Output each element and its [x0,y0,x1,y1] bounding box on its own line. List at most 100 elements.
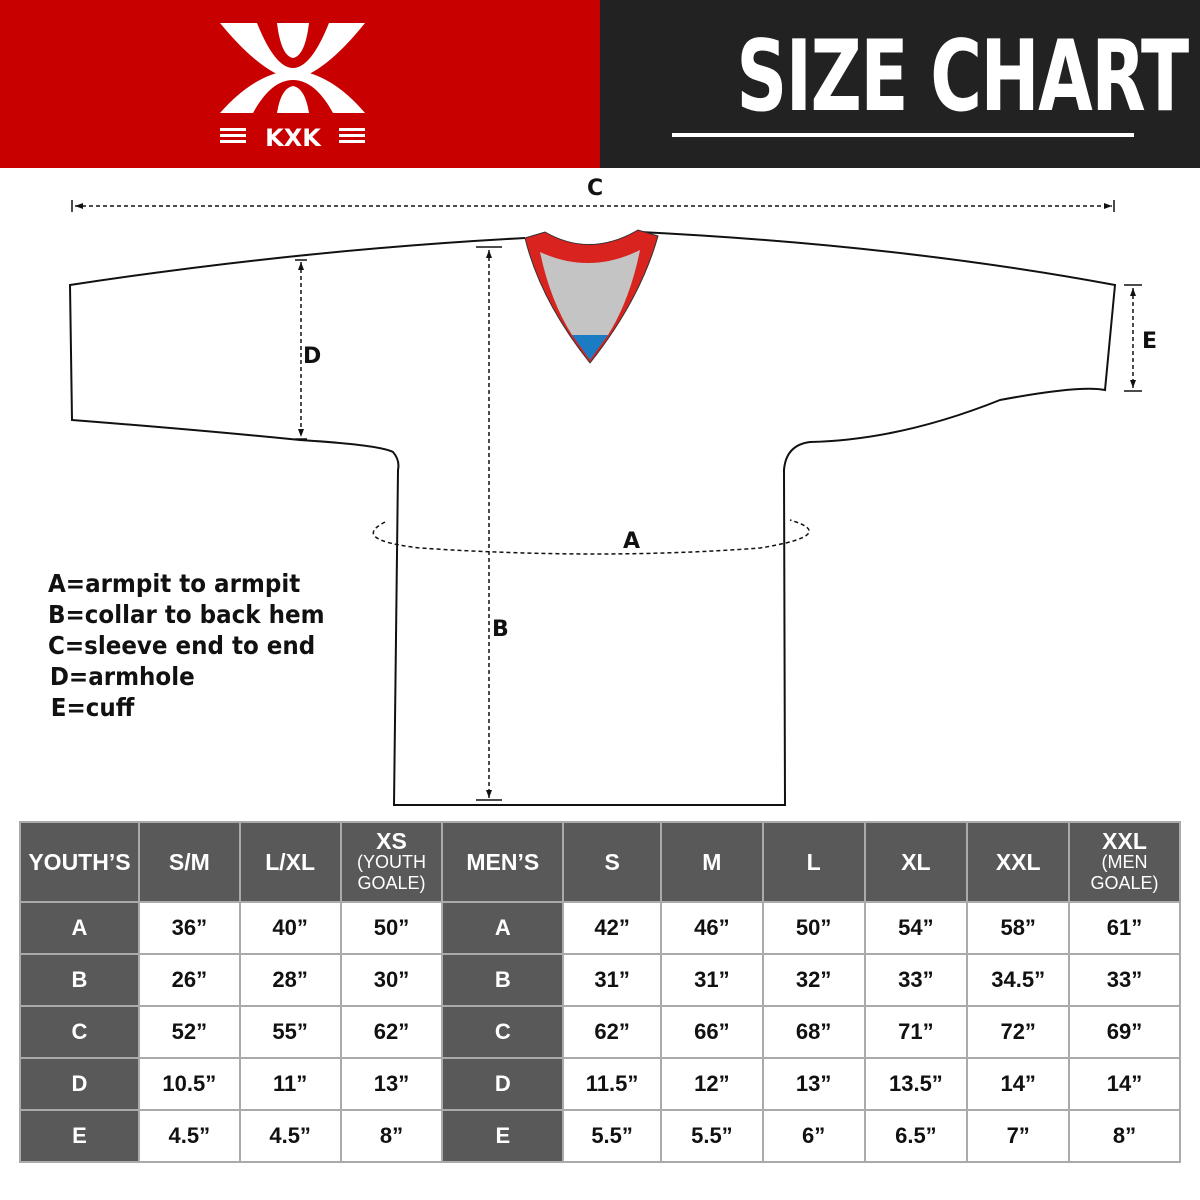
size-value: 72” [966,1005,1071,1059]
size-value: 26” [137,953,241,1007]
column-header: YOUTH’S [19,821,140,903]
size-value: 5.5” [660,1109,764,1163]
size-value: 40” [238,901,342,955]
measurement-legend: A=armpit to armpit B=collar to back hem … [48,568,325,723]
size-value: 42” [562,901,663,955]
size-value: 52” [137,1005,241,1059]
table-row: C 52” 55” 62” C 62” 66” 68” 71” 72” 69” [19,1005,1181,1059]
header-label: MEN’S [466,849,540,875]
header-label: YOUTH’S [28,849,131,875]
table-header-row: YOUTH’S S/M L/XL XS (YOUTH GOALE) MEN’S S M L XL X… [19,821,1181,903]
size-value: 32” [761,953,866,1007]
column-header: M [660,821,764,903]
column-header: MEN’S [441,821,565,903]
size-value: 34.5” [966,953,1071,1007]
legend-item: D=armhole [49,662,195,691]
column-header: L/XL [238,821,342,903]
header-label: XXL [995,849,1041,875]
column-header: XS (YOUTH GOALE) [339,821,444,903]
column-header: S [562,821,663,903]
size-value: 5.5” [562,1109,663,1163]
size-value: 50” [761,901,866,955]
size-value: 54” [863,901,969,955]
svg-text:KXK: KXK [265,124,322,148]
size-value: 11” [238,1057,342,1111]
size-value: 8” [1068,1109,1181,1163]
header-label: XXL [1102,828,1147,854]
size-value: 13” [761,1057,866,1111]
title-underline [672,133,1134,137]
size-value: 7” [966,1109,1071,1163]
size-value: 58” [966,901,1071,955]
row-key: E [19,1109,140,1163]
column-header: XL [863,821,969,903]
size-value: 13” [339,1057,444,1111]
column-header: L [761,821,866,903]
column-header: XXL [966,821,1071,903]
size-value: 71” [863,1005,969,1059]
header-label: L/XL [265,849,316,875]
size-value: 4.5” [137,1109,241,1163]
label-b: B [492,617,509,642]
page-title: SIZE CHART [736,20,1189,134]
column-header: XXL (MEN GOALE) [1068,821,1181,903]
size-value: 30” [339,953,444,1007]
size-value: 33” [863,953,969,1007]
header-label: L [806,849,821,875]
size-value: 61” [1068,901,1181,955]
size-value: 13.5” [863,1057,969,1111]
row-key: C [441,1005,565,1059]
size-value: 62” [339,1005,444,1059]
size-value: 8” [339,1109,444,1163]
size-value: 14” [1068,1057,1181,1111]
table-row: D 10.5” 11” 13” D 11.5” 12” 13” 13.5” 14” 14” [19,1057,1181,1111]
size-value: 36” [137,901,241,955]
row-key: C [19,1005,140,1059]
column-header: S/M [137,821,241,903]
legend-item: B=collar to back hem [48,600,325,629]
row-key: A [19,901,140,955]
table-row: A 36” 40” 50” A 42” 46” 50” 54” 58” 61” [19,901,1181,955]
header-label: XL [901,849,931,875]
label-a: A [623,529,641,554]
size-value: 6” [761,1109,866,1163]
size-value: 11.5” [562,1057,663,1111]
header-label: S [604,849,620,875]
label-c: C [587,176,604,201]
size-value: 6.5” [863,1109,969,1163]
header-label: XS [376,828,407,854]
header-sublabel: (YOUTH GOALE) [356,852,426,893]
table-row: B 26” 28” 30” B 31” 31” 32” 33” 34.5” 33” [19,953,1181,1007]
size-value: 31” [660,953,764,1007]
legend-item: C=sleeve end to end [48,631,316,660]
size-value: 50” [339,901,444,955]
label-e: E [1142,329,1158,354]
size-value: 68” [761,1005,866,1059]
row-key: A [441,901,565,955]
size-value: 12” [660,1057,764,1111]
size-value: 28” [238,953,342,1007]
row-key: D [441,1057,565,1111]
jersey-diagram [68,200,1142,806]
header-sublabel: (MEN GOALE) [1090,852,1159,893]
header-label: S/M [168,849,210,875]
legend-item: A=armpit to armpit [48,569,301,598]
row-key: E [441,1109,565,1163]
size-value: 10.5” [137,1057,241,1111]
header-label: M [702,849,722,875]
table-row: E 4.5” 4.5” 8” E 5.5” 5.5” 6” 6.5” 7” 8” [19,1109,1181,1163]
size-value: 4.5” [238,1109,342,1163]
row-key: D [19,1057,140,1111]
size-value: 46” [660,901,764,955]
row-key: B [441,953,565,1007]
size-value: 55” [238,1005,342,1059]
size-table: YOUTH’S S/M L/XL XS (YOUTH GOALE) MEN’S S M L XL X… [19,821,1181,1163]
size-value: 14” [966,1057,1071,1111]
size-value: 31” [562,953,663,1007]
kxk-logo: KXK [220,23,365,148]
legend-item: E=cuff [50,693,135,722]
size-value: 62” [562,1005,663,1059]
size-value: 33” [1068,953,1181,1007]
row-key: B [19,953,140,1007]
size-value: 66” [660,1005,764,1059]
